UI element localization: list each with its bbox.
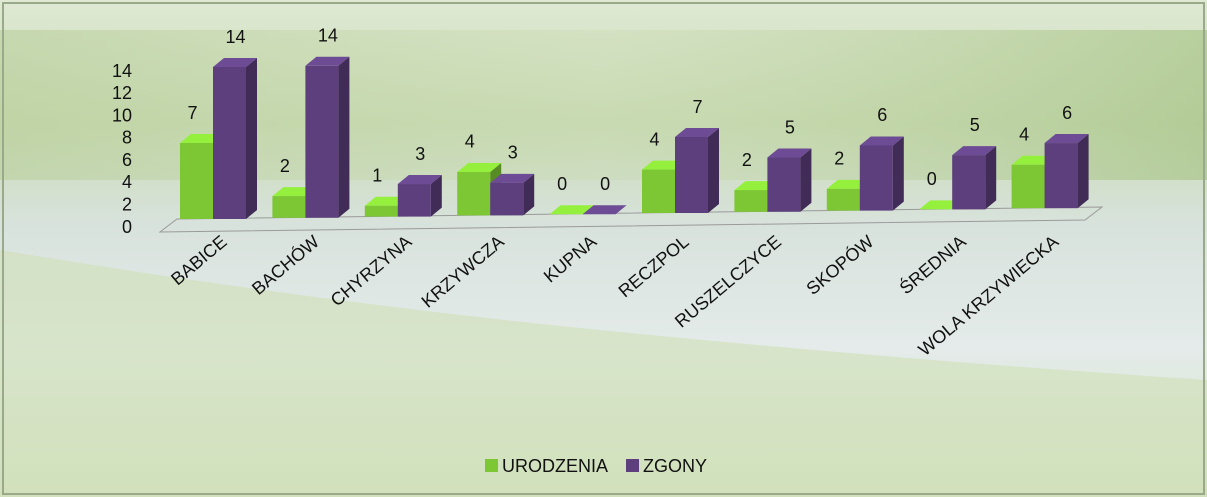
legend-swatch [485,459,498,472]
legend-swatch [626,459,640,472]
value-label: 2 [280,156,290,176]
bar [859,145,893,211]
bar-side [892,136,904,211]
bar [767,157,801,212]
value-label: 2 [742,150,752,170]
bar [734,190,768,212]
bar [1044,143,1078,209]
background-field [0,250,1207,497]
value-label: 5 [970,115,980,135]
bar [305,65,339,218]
bar-side [338,56,350,218]
bar-side [985,146,997,210]
bar-top [1044,134,1089,144]
y-tick-label: 12 [112,83,132,103]
bar [180,143,213,219]
value-label: 14 [225,27,245,47]
y-tick-label: 0 [122,217,132,237]
value-label: 4 [1019,125,1029,145]
bar-side [708,128,719,213]
y-tick-label: 14 [112,61,132,81]
y-tick-label: 2 [122,194,132,214]
value-label: 4 [649,129,659,149]
bar-top [549,205,594,215]
value-label: 14 [318,26,338,46]
bar-side [1077,134,1089,209]
y-tick-label: 6 [122,150,132,170]
y-tick-label: 8 [122,128,132,148]
value-label: 2 [834,149,844,169]
value-label: 4 [465,132,475,152]
bar-top [397,175,442,185]
bar [952,155,986,210]
bar [675,137,708,213]
bar-top [305,56,350,66]
bar [490,182,524,216]
bar [397,184,431,217]
bar-side [800,148,812,212]
value-label: 7 [692,97,702,117]
bar [642,169,675,213]
bar-top [213,58,257,67]
bar-side [523,173,535,216]
value-label: 7 [187,103,197,123]
value-label: 0 [557,174,567,194]
bar-top [582,205,627,215]
bar-side [430,175,442,217]
bar [457,171,491,216]
y-tick-label: 10 [112,105,132,125]
bar-top [952,146,997,156]
value-label: 3 [508,143,518,163]
bar [213,67,246,219]
bar [826,188,860,211]
value-label: 5 [785,117,795,137]
bar-side [246,58,257,219]
bar-top [457,162,502,172]
bar-top [767,148,812,158]
y-tick-label: 4 [122,172,132,192]
bar [1011,164,1045,209]
value-label: 0 [927,169,937,189]
value-label: 6 [1062,103,1072,123]
value-label: 3 [415,144,425,164]
legend-label: ZGONY [643,456,707,476]
bar-top [675,128,719,137]
bar-top [490,173,535,183]
legend-label: URODZENIA [502,456,608,476]
value-label: 0 [600,174,610,194]
value-label: 6 [877,105,887,125]
floor [158,206,1104,233]
bar [272,196,306,218]
bar [364,205,398,217]
value-label: 1 [372,165,382,185]
bar-top [859,136,904,146]
